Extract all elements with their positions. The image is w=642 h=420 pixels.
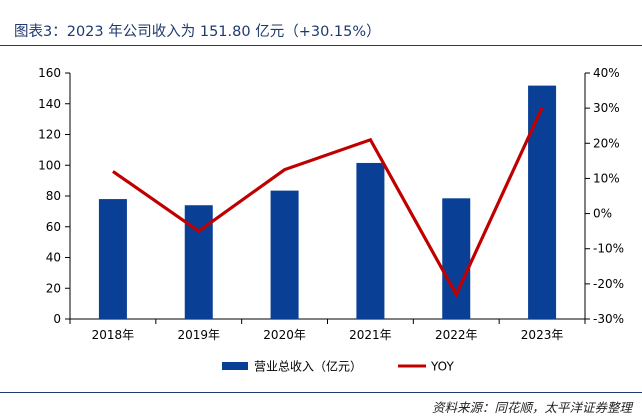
- y-right-tick-label: 40%: [593, 66, 620, 80]
- legend: 营业总收入（亿元） YOY: [222, 359, 454, 374]
- source-note: 资料来源：同花顺，太平洋证券整理: [431, 400, 632, 415]
- title-rule: [0, 45, 642, 46]
- yoy-line-series: [112, 106, 544, 298]
- chart-axes: 0 20 40 60 80 100 120 140 160 -30% -20% -10% 0% 10% 20…: [38, 66, 624, 342]
- y-left-tick-label: 100: [38, 158, 61, 172]
- y-right-tick-label: -20%: [593, 277, 624, 291]
- x-tick-label: 2019年: [177, 328, 220, 342]
- x-tick-label: 2022年: [435, 328, 478, 342]
- y-right-tick-label: 10%: [593, 171, 620, 185]
- y-right-tick-label: 0%: [593, 207, 612, 221]
- y-left-tick-label: 60: [46, 220, 61, 234]
- x-tick-label: 2018年: [92, 328, 135, 342]
- x-tick-label: 2021年: [349, 328, 392, 342]
- bar: [528, 85, 557, 319]
- bar: [98, 199, 127, 319]
- y-left-tick-label: 160: [38, 66, 61, 80]
- legend-bar-swatch: [222, 362, 248, 370]
- y-left-tick-label: 20: [46, 281, 61, 295]
- bar: [356, 162, 385, 319]
- y-left-tick-label: 40: [46, 251, 61, 265]
- bar-series: [98, 85, 557, 319]
- y-left-tick-label: 120: [38, 128, 61, 142]
- y-left-tick-label: 140: [38, 97, 61, 111]
- x-tick-label: 2020年: [263, 328, 306, 342]
- source-rule: [0, 392, 642, 393]
- y-right-tick-label: 20%: [593, 136, 620, 150]
- yoy-line: [112, 106, 544, 298]
- legend-line-label: YOY: [430, 360, 454, 374]
- y-right-tick-label: -10%: [593, 242, 624, 256]
- y-left-tick-label: 0: [53, 312, 61, 326]
- bar: [442, 198, 471, 319]
- chart-title: 图表3：2023 年公司收入为 151.80 亿元（+30.15%）: [14, 24, 381, 40]
- y-right-tick-label: 30%: [593, 101, 620, 115]
- y-right-tick-label: -30%: [593, 312, 624, 326]
- y-left-tick-label: 80: [46, 189, 61, 203]
- legend-bar-label: 营业总收入（亿元）: [254, 359, 362, 374]
- chart: 0 20 40 60 80 100 120 140 160 -30% -20% -10% 0% 10% 20…: [38, 66, 624, 374]
- bar: [270, 190, 299, 319]
- x-tick-label: 2023年: [521, 328, 564, 342]
